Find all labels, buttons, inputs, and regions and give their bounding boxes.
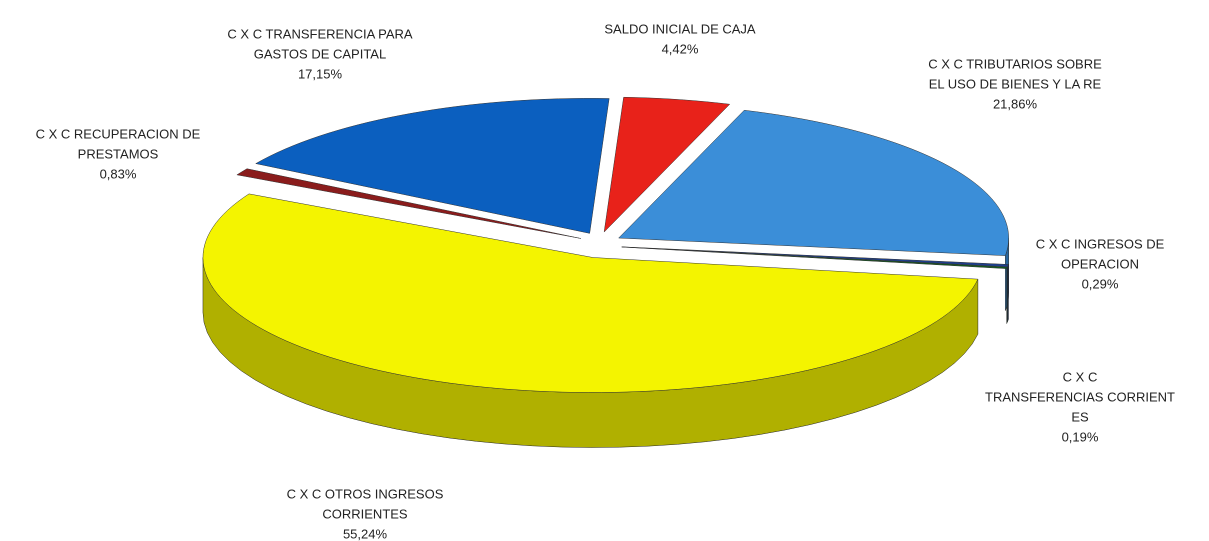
- slice-label: C X C TRANSFERENCIA PARA: [227, 26, 412, 41]
- value-label: 0,19%: [1062, 429, 1099, 444]
- slice-label: OPERACION: [1061, 256, 1139, 271]
- value-label: 4,42%: [662, 41, 699, 56]
- slice-label: PRESTAMOS: [78, 146, 159, 161]
- slice-label: GASTOS DE CAPITAL: [254, 46, 386, 61]
- slice-label: C X C RECUPERACION DE: [36, 126, 201, 141]
- value-label: 17,15%: [298, 66, 343, 81]
- slice: [603, 96, 731, 233]
- slice: [202, 193, 979, 393]
- slice: [255, 98, 610, 234]
- slice-label: C X C: [1063, 369, 1098, 384]
- slice-label: C X C TRIBUTARIOS SOBRE: [928, 56, 1102, 71]
- slice-label: ES: [1071, 409, 1089, 424]
- slice-label: TRANSFERENCIAS CORRIENT: [985, 389, 1175, 404]
- slice: [236, 168, 581, 239]
- value-label: 0,29%: [1082, 276, 1119, 291]
- slice: [621, 246, 1008, 269]
- value-label: 0,83%: [100, 166, 137, 181]
- value-label: 21,86%: [993, 96, 1038, 111]
- slice-label: C X C INGRESOS DE: [1036, 236, 1165, 251]
- slice-label: CORRIENTES: [322, 506, 408, 521]
- slice-label: C X C OTROS INGRESOS: [287, 486, 444, 501]
- slice-label: SALDO INICIAL DE CAJA: [604, 21, 756, 36]
- slice: [618, 109, 1009, 256]
- value-label: 55,24%: [343, 526, 388, 541]
- slice-label: EL USO DE BIENES Y LA RE: [929, 76, 1102, 91]
- slice-side: [1006, 266, 1008, 324]
